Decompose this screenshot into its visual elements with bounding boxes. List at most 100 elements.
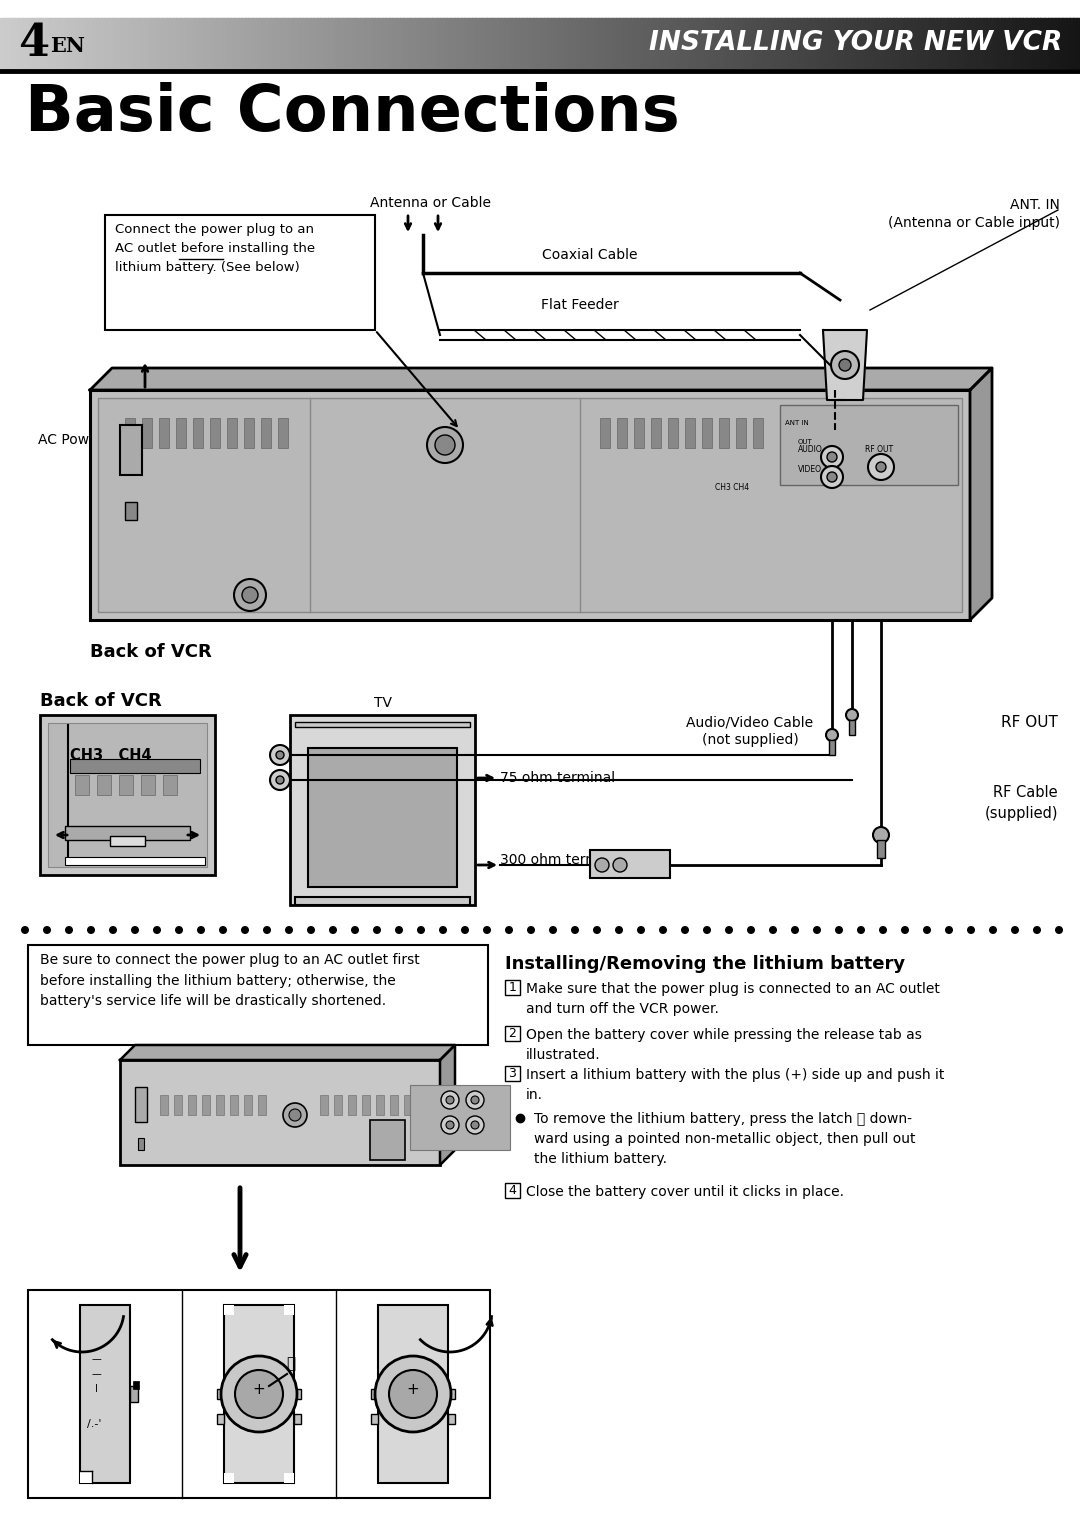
Bar [727,18,732,69]
Bar [327,18,333,69]
Bar [562,18,566,69]
Circle shape [471,1096,480,1103]
Bar [70,758,200,774]
Bar [51,18,55,69]
Bar [140,18,145,69]
Text: Back of VCR: Back of VCR [40,691,162,710]
Bar [133,18,138,69]
Bar [252,18,257,69]
Bar [640,18,646,69]
Bar [256,18,260,69]
Bar [375,18,379,69]
Bar [594,18,598,69]
Bar [975,18,981,69]
Bar [400,18,404,69]
Bar [389,18,393,69]
Bar [673,18,678,69]
Bar [1062,18,1067,69]
Bar [217,1415,224,1424]
Bar [872,18,876,69]
Circle shape [270,745,291,765]
Text: VIDEO: VIDEO [798,465,822,475]
Bar [910,18,916,69]
Bar [623,18,627,69]
Bar [258,1096,266,1116]
Bar [270,18,274,69]
Circle shape [329,926,337,934]
Bar [46,18,52,69]
Text: 300 ohm terminal: 300 ohm terminal [500,853,624,867]
Polygon shape [440,1045,455,1164]
Bar [526,18,530,69]
Bar [154,18,160,69]
Bar [18,18,23,69]
Bar [100,18,106,69]
Circle shape [989,926,997,934]
Circle shape [1011,926,1020,934]
Text: Basic Connections: Basic Connections [25,82,679,143]
Circle shape [681,926,689,934]
Bar [576,18,581,69]
Circle shape [276,751,284,758]
Bar [1029,18,1035,69]
Bar [670,18,674,69]
Bar [28,945,488,1045]
Circle shape [923,926,931,934]
Bar [900,18,905,69]
Bar [753,418,762,449]
Bar [893,18,897,69]
Bar [651,418,661,449]
Text: —: — [91,1354,100,1364]
Bar [856,18,862,69]
Bar [1015,18,1020,69]
Polygon shape [120,1045,455,1061]
Circle shape [465,1091,484,1109]
Bar [68,18,73,69]
Bar [424,18,430,69]
Bar [659,18,663,69]
Bar [120,426,141,475]
Bar [508,18,512,69]
Bar [842,18,847,69]
Bar [372,1415,378,1424]
Bar [162,18,166,69]
Bar [65,18,69,69]
Bar [28,1289,490,1499]
Bar [418,1096,426,1116]
Bar [839,18,843,69]
Bar [376,1096,384,1116]
Bar [308,748,457,887]
Bar [943,18,948,69]
Bar [572,18,577,69]
Bar [764,18,768,69]
Circle shape [1055,926,1063,934]
Bar [174,1096,183,1116]
Bar [418,18,422,69]
Bar [291,716,475,905]
Bar [90,391,970,620]
Bar [850,18,854,69]
Bar [802,18,808,69]
Bar [273,18,279,69]
Bar [543,18,549,69]
Circle shape [571,926,579,934]
Bar [244,1096,252,1116]
Bar [616,18,620,69]
Bar [645,18,649,69]
Circle shape [153,926,161,934]
Bar [497,18,501,69]
Circle shape [289,1109,301,1122]
Bar [173,18,177,69]
Bar [94,18,98,69]
Circle shape [461,926,469,934]
Circle shape [446,1122,454,1129]
Bar [335,18,339,69]
Text: 2: 2 [509,1027,516,1041]
Text: 75 ohm terminal: 75 ohm terminal [500,771,616,784]
Bar [853,18,858,69]
Bar [261,418,271,449]
Bar [346,18,350,69]
Bar [224,1473,234,1483]
Bar [921,18,927,69]
Text: Matching Transformer
(not supplied): Matching Transformer (not supplied) [535,369,686,403]
